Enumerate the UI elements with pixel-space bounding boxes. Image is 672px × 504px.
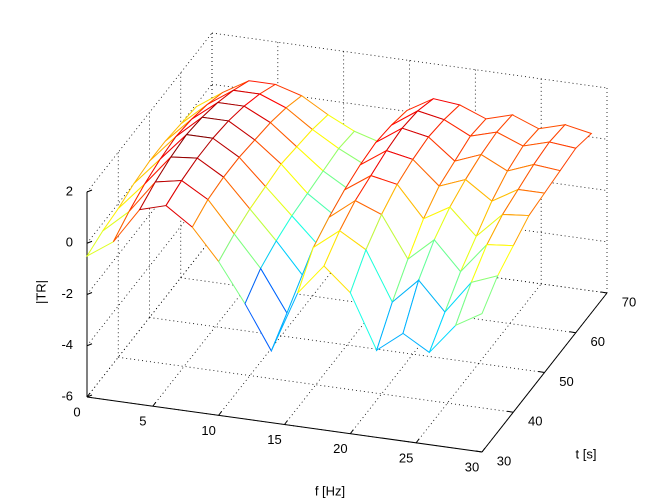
y-tick: [507, 410, 514, 413]
y-tick-label: 40: [528, 414, 542, 429]
z-tick-label: -2: [61, 286, 73, 301]
z-tick: [86, 394, 93, 398]
y-tick-label: 60: [591, 334, 605, 349]
x-tick-label: 10: [201, 423, 215, 438]
x-tick: [152, 401, 157, 407]
y-tick: [569, 331, 576, 334]
y-tick: [600, 291, 608, 294]
x-tick-label: 0: [73, 404, 80, 419]
y-axis-label: t [s]: [576, 446, 597, 461]
x-tick-label: 15: [267, 432, 281, 447]
x-tick: [481, 447, 486, 453]
mesh-cell: [85, 211, 130, 258]
z-tick-label: -4: [61, 337, 73, 352]
z-tick: [86, 343, 93, 347]
x-tick: [415, 438, 420, 444]
y-tick-label: 30: [497, 453, 511, 468]
grid-line: [149, 317, 545, 373]
y-tick: [475, 450, 483, 453]
x-tick: [218, 411, 223, 416]
x-tick: [284, 420, 288, 425]
x-tick: [349, 429, 354, 434]
x-tick-label: 5: [139, 414, 146, 429]
z-tick: [86, 292, 93, 295]
y-tick: [538, 371, 545, 373]
x-tick-label: 20: [333, 441, 347, 456]
x-tick-label: 25: [399, 450, 413, 465]
grid-line: [118, 356, 514, 413]
z-axis-label: |TR|: [33, 280, 48, 304]
y-tick-label: 70: [622, 294, 636, 309]
mesh-cell: [454, 275, 499, 327]
z-tick: [86, 240, 93, 244]
grid-line: [218, 256, 344, 416]
grid-line: [211, 237, 608, 294]
y-tick-label: 50: [559, 374, 573, 389]
grid-line: [180, 277, 576, 334]
grid-line: [415, 283, 542, 444]
grid-line: [211, 32, 608, 89]
z-tick-label: 0: [66, 235, 73, 250]
grid-line: [211, 186, 608, 243]
grid-line: [86, 32, 213, 193]
z-tick: [86, 189, 93, 193]
z-tick-label: 2: [66, 183, 73, 198]
x-axis-label: f [Hz]: [315, 483, 345, 498]
x-tick-label: 30: [465, 459, 479, 474]
grid-line: [86, 237, 213, 398]
z-tick-label: -6: [61, 388, 73, 403]
grid-line: [86, 84, 213, 244]
